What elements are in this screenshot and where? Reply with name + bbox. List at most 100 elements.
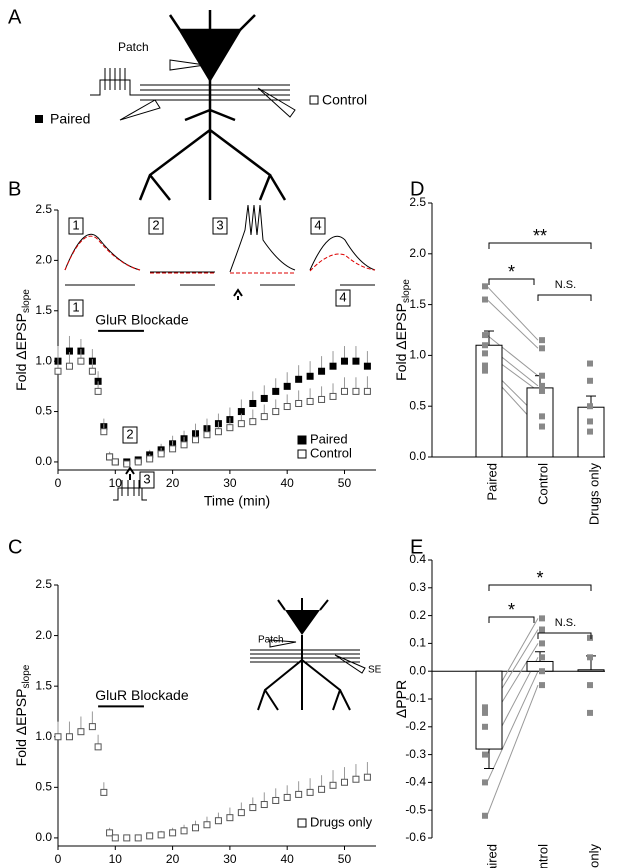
annotation: * <box>508 600 515 620</box>
x-tick-label: 40 <box>281 852 295 866</box>
bar <box>577 669 605 672</box>
point <box>587 428 593 435</box>
point <box>482 350 488 357</box>
point <box>318 785 326 793</box>
point <box>157 831 165 839</box>
point <box>363 773 371 781</box>
schematic-a: A Patch Paired Control <box>8 6 367 201</box>
pair-line <box>486 299 539 349</box>
y-tick-label: -0.6 <box>405 830 426 844</box>
y-tick-label: 2.5 <box>35 577 52 591</box>
schematic-c: Patch SE <box>250 598 382 711</box>
point <box>306 788 314 796</box>
control-label: Control <box>322 92 367 108</box>
point <box>482 709 488 716</box>
inset-label-box <box>68 217 84 235</box>
pair-line <box>486 684 539 816</box>
point <box>134 834 142 842</box>
x-tick-label: Control <box>535 844 550 868</box>
point <box>539 654 545 661</box>
y-axis-label: Fold ΔEPSPslope <box>13 664 32 766</box>
y-axis-label: Fold ΔEPSPslope <box>13 289 32 391</box>
panel-label: E <box>410 536 423 558</box>
x-axis-label: Time (min) <box>204 493 270 509</box>
x-tick-label: 30 <box>223 852 237 866</box>
point <box>340 357 348 365</box>
point <box>272 796 280 804</box>
inset-label-box <box>139 471 155 489</box>
point <box>329 362 337 370</box>
y-tick-label: 1.0 <box>35 353 52 367</box>
y-label-main: Fold ΔEPSP <box>13 313 29 391</box>
point <box>482 779 488 786</box>
point <box>192 824 200 832</box>
inset-label: 2 <box>152 217 159 232</box>
point <box>587 377 593 384</box>
inset-label-box <box>335 289 351 307</box>
x-tick-label: Drugs only <box>586 844 601 868</box>
x-tick-label: 50 <box>338 852 352 866</box>
y-tick-label: 2.0 <box>35 253 52 267</box>
point <box>539 372 545 379</box>
x-tick-label: 20 <box>166 852 180 866</box>
point <box>77 728 85 736</box>
y-tick-label: 0.2 <box>409 608 426 622</box>
point <box>539 640 545 647</box>
y-label-main: Fold ΔEPSP <box>13 689 29 767</box>
annotation: * <box>508 262 515 282</box>
legend-swatch <box>297 818 307 828</box>
x-tick-label: 40 <box>281 476 295 490</box>
bar <box>475 344 503 458</box>
pair-line <box>486 285 539 341</box>
point <box>65 362 73 370</box>
bracket <box>537 632 592 639</box>
point <box>180 441 188 449</box>
point <box>482 751 488 758</box>
y-tick-label: 1.5 <box>35 303 52 317</box>
y-tick-label: 2.0 <box>35 628 52 642</box>
point <box>482 362 488 369</box>
point <box>587 403 593 410</box>
x-tick-label: 50 <box>338 476 352 490</box>
legend-swatch <box>297 449 307 459</box>
patch-label: Patch <box>258 635 284 646</box>
y-label-sub: slope <box>401 279 412 303</box>
inset-label: 2 <box>126 426 133 441</box>
point <box>100 428 108 436</box>
annotation: ** <box>533 226 547 246</box>
point <box>318 395 326 403</box>
inset-label-box <box>212 217 228 235</box>
y-tick-label: 0.0 <box>409 449 426 463</box>
inset-label: 3 <box>216 217 223 232</box>
inset-label-box <box>310 217 326 235</box>
y-tick-label: -0.1 <box>405 691 426 705</box>
x-tick-label: Control <box>535 463 550 505</box>
point <box>539 337 545 344</box>
y-tick-label: 2.5 <box>409 195 426 209</box>
point <box>340 778 348 786</box>
legend-swatch <box>297 435 307 445</box>
panel-label: D <box>410 178 424 200</box>
y-tick-label: 0.5 <box>35 404 52 418</box>
inset-label-box <box>148 217 164 235</box>
y-tick-label: 0.0 <box>35 830 52 844</box>
point <box>482 342 488 349</box>
point <box>237 420 245 428</box>
point <box>539 615 545 622</box>
point <box>94 387 102 395</box>
point <box>539 682 545 689</box>
point <box>111 834 119 842</box>
annotation: N.S. <box>555 617 576 629</box>
y-axis-label: Fold ΔEPSPslope <box>393 279 412 381</box>
point <box>482 283 488 290</box>
x-tick-label: 10 <box>109 852 123 866</box>
y-label-main: ΔPPR <box>393 680 409 718</box>
point <box>329 781 337 789</box>
legend-swatch <box>309 95 319 105</box>
y-tick-label: 0.5 <box>35 779 52 793</box>
point <box>249 418 257 426</box>
point <box>482 332 488 339</box>
x-tick-label: Paired <box>484 463 499 501</box>
annotation: GluR Blockade <box>95 687 189 703</box>
